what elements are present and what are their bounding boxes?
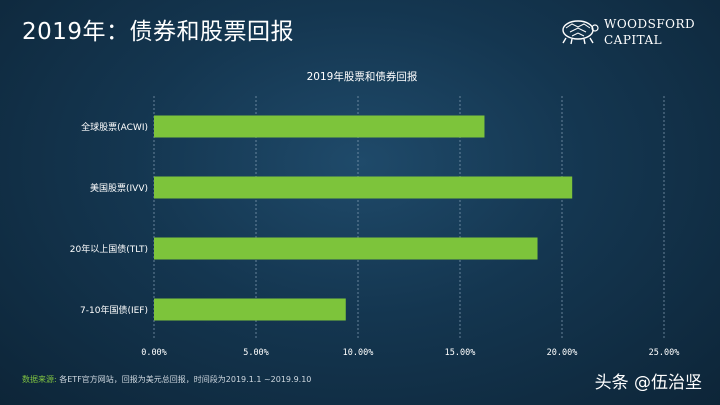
- category-label: 7-10年国债(IEF): [80, 304, 148, 316]
- category-label: 20年以上国债(TLT): [70, 243, 148, 255]
- category-label: 美国股票(IVV): [90, 182, 148, 194]
- slide-title: 2019年：债券和股票回报: [22, 19, 295, 45]
- x-tick-label: 20.00%: [547, 348, 578, 358]
- bar: [154, 115, 485, 138]
- source-text: 各ETF官方网站，回报为美元总回报，时间段为2019.1.1 ~2019.9.1…: [59, 375, 312, 384]
- chart-title: 2019年股票和债券回报: [307, 70, 418, 83]
- bar: [154, 237, 538, 260]
- bar: [154, 176, 573, 199]
- x-tick-label: 5.00%: [243, 348, 269, 358]
- x-tick-label: 25.00%: [649, 348, 680, 358]
- x-tick-label: 15.00%: [445, 348, 476, 358]
- source-label: 数据来源:: [22, 375, 57, 384]
- x-tick-label: 0.00%: [141, 348, 167, 358]
- logo-line2: CAPITAL: [604, 33, 663, 47]
- turtle-icon: [562, 20, 599, 45]
- logo-line1: WOODSFORD: [604, 17, 696, 31]
- category-label: 全球股票(ACWI): [81, 121, 148, 133]
- x-tick-label: 10.00%: [343, 348, 374, 358]
- bar: [154, 298, 346, 321]
- watermark: 头条 @伍治坚: [594, 373, 702, 393]
- company-logo: WOODSFORD CAPITAL: [556, 14, 706, 50]
- data-source-note: 数据来源: 各ETF官方网站，回报为美元总回报，时间段为2019.1.1 ~20…: [22, 374, 311, 385]
